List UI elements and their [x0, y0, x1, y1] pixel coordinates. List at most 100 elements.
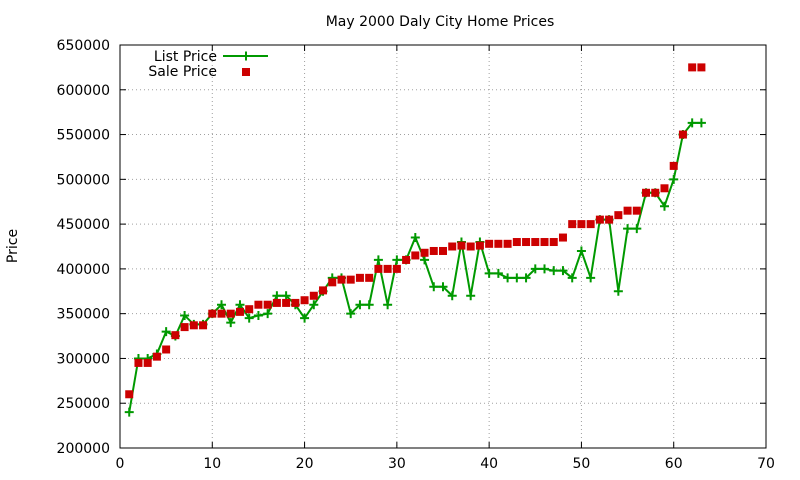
- list-price-point: [567, 273, 577, 283]
- x-tick-label: 70: [757, 456, 775, 472]
- sale-price-point: [577, 220, 586, 229]
- sale-price-point: [346, 275, 355, 284]
- tick-labels: 0 10 20 30 40 50 60 70 200000 250000 300000 350000 4…: [57, 38, 775, 472]
- sale-price-point: [697, 63, 706, 72]
- sale-price-point: [568, 220, 577, 229]
- list-price-point: [272, 291, 282, 301]
- list-price-point: [558, 266, 568, 276]
- sale-price-point: [125, 390, 134, 399]
- sale-price-point: [558, 233, 567, 242]
- list-price-point: [530, 264, 540, 274]
- sale-price-point: [254, 300, 263, 309]
- y-tick-label: 450000: [57, 217, 110, 233]
- list-price-point: [687, 118, 697, 128]
- sale-price-point: [402, 255, 411, 264]
- list-price-point: [576, 246, 586, 256]
- sale-price-point: [411, 251, 420, 260]
- sale-price-point: [282, 298, 291, 307]
- list-price-point: [346, 309, 356, 319]
- sale-price-point: [272, 298, 281, 307]
- list-price-point: [429, 282, 439, 292]
- sale-price-point: [383, 264, 392, 273]
- sale-price-point: [300, 296, 309, 305]
- legend-label-sale-price: Sale Price: [148, 64, 217, 80]
- sale-price-point: [162, 345, 171, 354]
- x-tick-label: 50: [573, 456, 591, 472]
- x-tick-label: 0: [116, 456, 125, 472]
- list-price-point: [447, 291, 457, 301]
- list-price-point: [281, 291, 291, 301]
- list-price-point: [696, 118, 706, 128]
- list-price-point: [503, 273, 513, 283]
- sale-price-point: [605, 215, 614, 224]
- sale-price-point: [485, 239, 494, 248]
- sale-price-point: [512, 238, 521, 247]
- sale-price-point: [678, 130, 687, 139]
- list-price-point: [253, 310, 263, 320]
- y-axis-label: Price: [5, 229, 21, 263]
- sale-price-point: [337, 275, 346, 284]
- series-layer: [124, 63, 706, 417]
- sale-price-point: [208, 309, 217, 318]
- y-tick-label: 500000: [57, 172, 110, 188]
- legend-label-list-price: List Price: [154, 49, 217, 65]
- sale-price-point: [420, 248, 429, 257]
- list-price-point: [180, 310, 190, 320]
- list-price-point: [632, 224, 642, 234]
- sale-price-point: [586, 220, 595, 229]
- y-tick-label: 300000: [57, 351, 110, 367]
- sale-price-point: [171, 331, 180, 340]
- list-price-point: [373, 255, 383, 265]
- sale-price-point: [143, 358, 152, 367]
- list-price-point: [484, 268, 494, 278]
- sale-price-point: [549, 238, 558, 247]
- sale-price-point: [217, 309, 226, 318]
- sale-price-point: [614, 211, 623, 220]
- plot-border: [119, 44, 767, 449]
- list-price-point: [466, 291, 476, 301]
- list-price-point: [217, 300, 227, 310]
- sale-price-point: [494, 239, 503, 248]
- list-price-point: [364, 300, 374, 310]
- list-price-point: [226, 318, 236, 328]
- list-price-point: [623, 224, 633, 234]
- sale-price-point: [180, 323, 189, 332]
- list-price-point: [438, 282, 448, 292]
- list-price-point: [410, 233, 420, 243]
- sale-price-point: [475, 241, 484, 250]
- list-price-point: [309, 300, 319, 310]
- list-price-point: [392, 255, 402, 265]
- sale-price-point: [319, 286, 328, 295]
- list-price-point: [512, 273, 522, 283]
- sale-price-point: [235, 307, 244, 316]
- x-tick-label: 20: [296, 456, 314, 472]
- y-tick-label: 250000: [57, 396, 110, 412]
- y-tick-label: 550000: [57, 128, 110, 144]
- list-price-point: [669, 174, 679, 184]
- sale-price-point: [540, 238, 549, 247]
- sale-price-point: [392, 264, 401, 273]
- list-price-point: [540, 264, 550, 274]
- list-price-point: [263, 309, 273, 319]
- sale-price-point: [429, 246, 438, 255]
- sale-price-point: [439, 246, 447, 255]
- sale-price-point: [263, 300, 272, 309]
- sale-price-point: [632, 206, 641, 215]
- legend: List Price Sale Price: [148, 49, 268, 80]
- sale-price-point: [365, 273, 374, 282]
- list-price-point: [659, 201, 669, 211]
- sale-price-point: [448, 242, 457, 251]
- sale-price-point: [503, 239, 512, 248]
- sale-price-point: [152, 352, 161, 361]
- list-price-point: [235, 300, 245, 310]
- sale-price-point: [660, 184, 669, 193]
- list-price-point: [383, 300, 393, 310]
- sale-price-point: [642, 188, 651, 197]
- legend-marker-sale-price: [242, 68, 250, 76]
- sale-price-point: [522, 238, 531, 247]
- sale-price-point: [355, 273, 364, 282]
- sale-price-point: [328, 278, 337, 287]
- sale-price-point: [531, 238, 540, 247]
